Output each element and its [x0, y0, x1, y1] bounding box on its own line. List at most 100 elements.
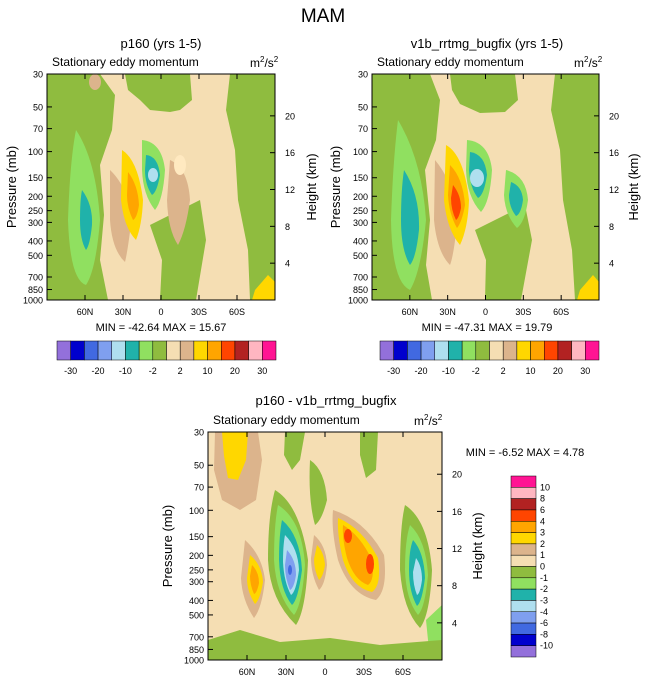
- panel-1-title: p160 (yrs 1-5): [121, 36, 202, 51]
- panel-2-units: m2/s2: [574, 55, 603, 70]
- colorbar-swatch: [544, 340, 559, 361]
- ytick-label: 150: [353, 173, 368, 183]
- xtick-label: 60S: [553, 307, 569, 317]
- panel-3-core-west: [288, 565, 292, 575]
- panel-1-yellow-corner: [252, 275, 275, 300]
- ytick-label: 250: [353, 206, 368, 216]
- colorbar-label: -10: [442, 366, 455, 376]
- colorbar-label: -1: [540, 573, 548, 583]
- ytick-right-label: 4: [452, 618, 457, 628]
- panel-3-cyan-east: [413, 558, 422, 595]
- colorbar-swatch: [510, 475, 537, 488]
- xtick-label: 60N: [239, 667, 256, 677]
- colorbar-swatch: [510, 600, 537, 612]
- colorbar-swatch: [56, 340, 71, 361]
- ytick-right-label: 16: [452, 507, 462, 517]
- ytick-label: 50: [194, 461, 204, 471]
- panel-1-orange-centre: [127, 172, 139, 220]
- colorbar-swatch: [510, 645, 537, 658]
- colorbar-swatch: [475, 340, 490, 361]
- ytick-right-label: 12: [452, 544, 462, 554]
- colorbar-swatch: [510, 577, 537, 590]
- panel-2-green-top: [450, 74, 518, 113]
- colorbar-label: 6: [540, 505, 545, 515]
- panel-3-green-mid: [309, 460, 327, 525]
- xtick-label: 30S: [515, 307, 531, 317]
- panel-3-yaxis-right: 20 16 12 8 4: [437, 470, 462, 628]
- ytick-label: 200: [353, 192, 368, 202]
- ytick-label: 250: [28, 206, 43, 216]
- ytick-label: 30: [194, 428, 204, 438]
- panel-2-green-right: [551, 74, 599, 300]
- colorbar-label: -6: [540, 618, 548, 628]
- ytick-right-label: 4: [285, 259, 290, 269]
- panel-1-subtitle: Stationary eddy momentum: [52, 55, 199, 69]
- ytick-label: 850: [353, 285, 368, 295]
- panel-2-xaxis: 60N 30N 0 30S 60S: [402, 74, 569, 317]
- colorbar-label: 30: [257, 366, 267, 376]
- colorbar-label: 2: [540, 539, 545, 549]
- ytick-label: 1000: [348, 296, 368, 306]
- colorbar-label: -8: [540, 629, 548, 639]
- colorbar-swatch: [510, 487, 537, 499]
- colorbar-swatch: [379, 340, 394, 361]
- ytick-label: 50: [358, 102, 368, 112]
- colorbar-swatch: [97, 340, 112, 361]
- panel-3-units: m2/s2: [414, 413, 443, 428]
- colorbar-swatch: [234, 340, 249, 361]
- panel-1-yaxis-right: 20 16 12 8 4: [270, 111, 295, 269]
- panel-2-ylabel: Pressure (mb): [328, 146, 343, 228]
- colorbar-label: 10: [526, 366, 536, 376]
- colorbar-label: -30: [64, 366, 77, 376]
- panel-3-ylabel-right: Height (km): [470, 512, 485, 579]
- panel-3-red-east2: [366, 554, 374, 574]
- ytick-label: 1000: [184, 656, 204, 666]
- ytick-label: 300: [189, 577, 204, 587]
- panel-2: v1b_rrtmg_bugfix (yrs 1-5) Stationary ed…: [328, 36, 641, 376]
- xtick-label: 60N: [402, 307, 419, 317]
- ytick-label: 1000: [23, 296, 43, 306]
- ytick-label: 100: [189, 506, 204, 516]
- colorbar-label: 8: [540, 494, 545, 504]
- colorbar-label: 20: [553, 366, 563, 376]
- colorbar-swatch: [221, 340, 236, 361]
- colorbar-swatch: [510, 532, 537, 545]
- colorbar-swatch: [420, 340, 435, 361]
- xtick-label: 0: [483, 307, 488, 317]
- xtick-label: 0: [322, 667, 327, 677]
- panel-3-orange-west: [250, 565, 259, 594]
- panel-1-xaxis: 60N 30N 0 30S 60S: [77, 74, 245, 317]
- xtick-label: 30N: [278, 667, 295, 677]
- panel-3-ylabel: Pressure (mb): [160, 505, 175, 587]
- xtick-label: 0: [158, 307, 163, 317]
- xtick-label: 30S: [191, 307, 207, 317]
- colorbar-swatch: [530, 340, 545, 361]
- ytick-label: 500: [28, 251, 43, 261]
- panel-2-red-centre: [451, 185, 461, 220]
- colorbar-label: -30: [387, 366, 400, 376]
- panel-1-pale-east: [174, 155, 186, 175]
- panel-3-yellow-mid: [314, 545, 325, 580]
- colorbar-swatch: [510, 588, 537, 601]
- colorbar-label: -3: [540, 595, 548, 605]
- panel-2-subtitle: Stationary eddy momentum: [377, 55, 524, 69]
- panel-2-yaxis-right: 20 16 12 8 4: [594, 111, 619, 269]
- colorbar-swatch: [84, 340, 99, 361]
- ytick-right-label: 16: [285, 148, 295, 158]
- ytick-label: 400: [189, 596, 204, 606]
- ytick-label: 200: [28, 192, 43, 202]
- panel-2-green-mid: [475, 205, 532, 300]
- colorbar-swatch: [166, 340, 181, 361]
- ytick-label: 300: [353, 218, 368, 228]
- panel-1-contours: [47, 74, 275, 300]
- panel-1-stats: MIN = -42.64 MAX = 15.67: [96, 322, 227, 334]
- ytick-label: 500: [353, 251, 368, 261]
- xtick-label: 60S: [229, 307, 245, 317]
- colorbar-swatch: [516, 340, 531, 361]
- panel-1: p160 (yrs 1-5) Stationary eddy momentum …: [4, 36, 319, 376]
- panel-2-colorbar: -30 -20 -10 -2 2 10 20 30: [379, 340, 600, 376]
- colorbar-swatch: [193, 340, 208, 361]
